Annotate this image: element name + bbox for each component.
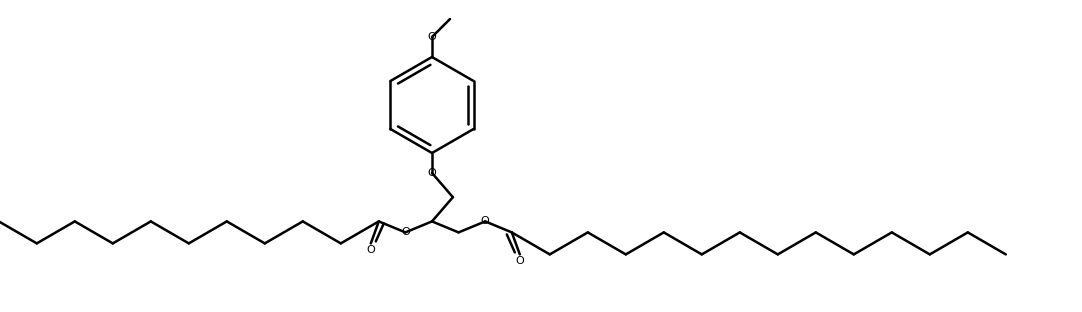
Text: O: O xyxy=(367,246,375,256)
Text: O: O xyxy=(427,168,436,178)
Text: O: O xyxy=(480,217,489,227)
Text: O: O xyxy=(401,227,410,237)
Text: O: O xyxy=(515,256,524,266)
Text: O: O xyxy=(427,32,436,42)
